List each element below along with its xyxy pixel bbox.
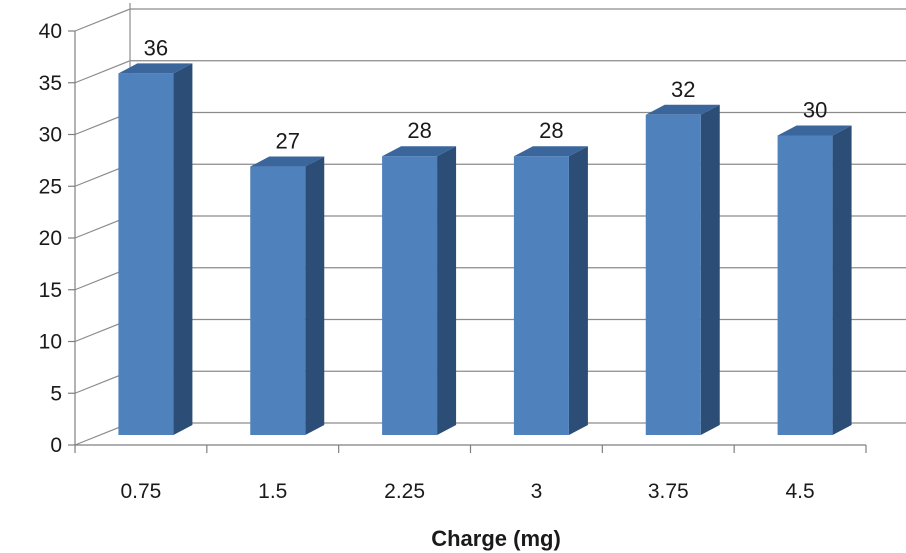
y-tick-label: 20 (39, 227, 62, 250)
data-label: 30 (803, 98, 827, 123)
bar-side-face (437, 146, 457, 435)
y-tick-label: 10 (39, 331, 62, 354)
y-tick-label: 5 (50, 382, 62, 405)
data-label: 27 (276, 129, 300, 154)
y-tick-label: 35 (39, 72, 62, 95)
x-tick-label: 3.75 (648, 480, 689, 503)
data-label: 28 (407, 118, 431, 143)
bar-top-face (513, 146, 588, 157)
x-tick-label: 4.5 (785, 480, 814, 503)
data-labels: 36 27 28 28 32 30 (144, 35, 828, 153)
bar-front-face (382, 156, 438, 435)
bar-front-face (777, 135, 833, 435)
bar-side-face (568, 146, 588, 435)
bar-side-face (305, 156, 325, 436)
x-tick-label: 1.5 (258, 480, 287, 503)
bar (513, 146, 588, 435)
bar-top-face (645, 104, 720, 115)
bar (645, 104, 720, 436)
y-tick-label: 30 (39, 124, 62, 147)
y-axis-tick-labels: 0 5 10 15 20 25 30 35 40 (39, 20, 62, 457)
x-tick-label: 3 (531, 480, 543, 503)
bar-top-face (777, 125, 852, 136)
bars (118, 63, 852, 436)
x-axis-title: Charge (mg) (431, 526, 561, 551)
y-tick-label: 15 (39, 279, 62, 302)
x-tick-label: 2.25 (384, 480, 425, 503)
gridline-diagonal (74, 8, 131, 32)
data-label: 28 (539, 118, 563, 143)
data-label: 36 (144, 35, 168, 60)
bar (777, 125, 852, 435)
bar-top-face (250, 156, 325, 167)
bar-side-face (173, 63, 193, 436)
data-label: 32 (671, 77, 695, 102)
bar-side-face (832, 125, 852, 435)
y-tick-label: 40 (39, 20, 62, 43)
bar-side-face (700, 104, 720, 436)
bar-front-face (513, 156, 569, 435)
bar-front-face (118, 73, 174, 436)
bar-top-face (118, 63, 193, 74)
bar (382, 146, 457, 435)
y-tick-label: 0 (50, 434, 62, 457)
bar-front-face (645, 114, 701, 436)
y-tick-label: 25 (39, 175, 62, 198)
bar (250, 156, 325, 436)
bar-front-face (250, 166, 306, 436)
bar (118, 63, 193, 436)
gridline-diagonal (74, 60, 131, 84)
bar-top-face (382, 146, 457, 157)
x-tick-label: 0.75 (120, 480, 161, 503)
x-axis-tick-labels: 0.75 1.5 2.25 3 3.75 4.5 (120, 480, 814, 503)
